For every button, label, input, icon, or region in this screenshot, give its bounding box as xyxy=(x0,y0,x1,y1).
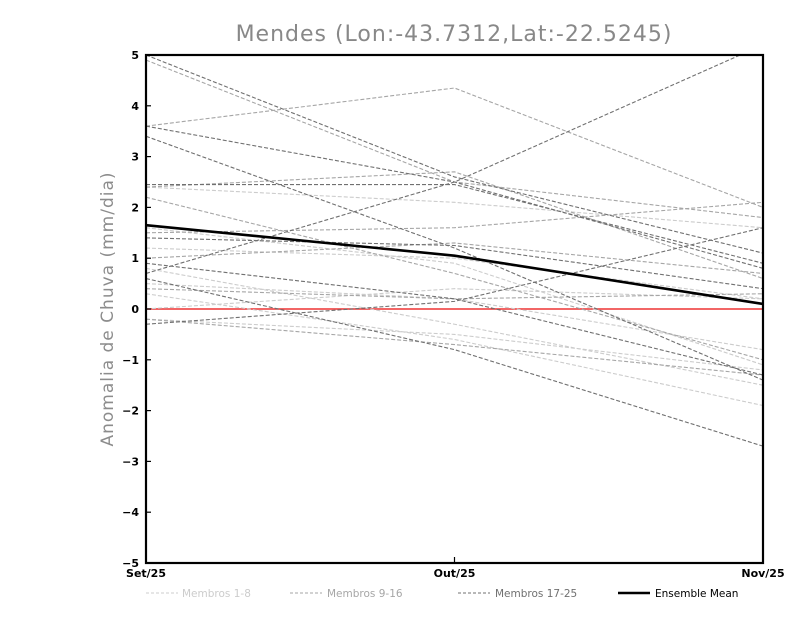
y-tick-label: 5 xyxy=(131,49,139,62)
y-tick-label: 1 xyxy=(131,252,139,265)
member-line-21 xyxy=(146,183,763,264)
member-line-19 xyxy=(146,125,763,269)
member-line-24 xyxy=(146,277,763,447)
legend-label: Ensemble Mean xyxy=(655,588,738,600)
legend-label: Membros 9-16 xyxy=(327,588,403,600)
member-line-14 xyxy=(146,242,763,274)
legend-label: Membros 17-25 xyxy=(495,588,577,600)
member-line-22 xyxy=(146,237,763,290)
y-tick-label: −5 xyxy=(122,557,139,570)
y-tick-label: −4 xyxy=(122,506,139,519)
legend: Membros 1-8 Membros 9-16 Membros 17-25 Ense… xyxy=(146,588,738,600)
chart-title: Mendes (Lon:-43.7312,Lat:-22.5245) xyxy=(236,22,673,47)
member-line-13 xyxy=(146,288,763,300)
member-line-5 xyxy=(146,293,763,407)
member-series-group xyxy=(146,55,763,447)
member-line-2 xyxy=(146,247,763,300)
legend-label: Membros 1-8 xyxy=(182,588,251,600)
x-tick-label: Nov/25 xyxy=(741,567,784,580)
member-line-12 xyxy=(146,59,763,219)
member-line-15 xyxy=(146,318,763,376)
member-line-9 xyxy=(146,87,763,208)
member-line-20 xyxy=(146,135,763,381)
ensemble-mean-line xyxy=(145,223,764,306)
member-line-3 xyxy=(146,283,763,351)
y-tick-label: −1 xyxy=(122,354,139,367)
member-line-17 xyxy=(146,55,763,254)
member-line-25 xyxy=(146,227,763,325)
member-line-10 xyxy=(146,171,763,280)
member-line-1 xyxy=(146,186,763,229)
member-line-23 xyxy=(146,262,763,376)
x-tick-label: Out/25 xyxy=(434,567,476,580)
y-tick-label: 2 xyxy=(131,201,139,214)
x-axis-ticks: Set/25 Out/25 Nov/25 xyxy=(126,557,785,580)
y-tick-label: −2 xyxy=(122,405,139,418)
y-tick-label: 3 xyxy=(131,151,139,164)
y-axis-label: Anomalia de Chuva (mm/dia) xyxy=(98,171,118,446)
member-line-16 xyxy=(146,196,763,361)
member-line-4 xyxy=(146,318,763,371)
y-tick-label: 0 xyxy=(131,303,139,316)
y-axis-ticks: −5 −4 −3 −2 −1 0 1 2 3 4 5 xyxy=(122,49,151,570)
member-line-11 xyxy=(146,201,763,234)
member-line-6 xyxy=(146,227,763,366)
x-tick-label: Set/25 xyxy=(126,567,166,580)
y-tick-label: 4 xyxy=(131,100,139,113)
y-tick-label: −3 xyxy=(122,455,139,468)
